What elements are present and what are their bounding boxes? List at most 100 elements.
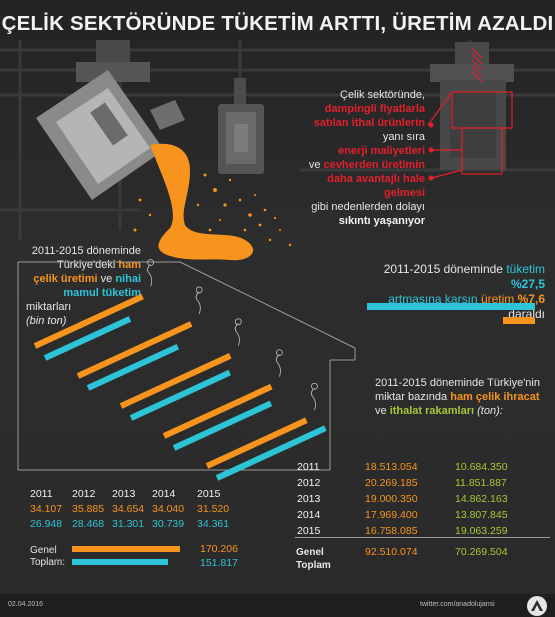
causes-text: Çelik sektöründe, dampingli fiyatlarla s… (250, 88, 425, 228)
production-bar (33, 293, 144, 349)
trade-export: 17.969.400 (365, 509, 418, 521)
trade-intro-word: ve (375, 405, 387, 417)
intro-word: ve (100, 273, 113, 285)
consumption-value: 31.301 (112, 518, 145, 530)
consumption-value: 26.948 (30, 518, 63, 530)
footer-bar (0, 594, 555, 617)
causes-word: ve (308, 159, 321, 171)
hook-wire (234, 323, 240, 346)
production-value: 34.107 (30, 503, 63, 515)
trade-import: 10.684.350 (455, 461, 508, 473)
total-consumption-bar (72, 559, 168, 565)
intro-line: miktarları (26, 301, 72, 313)
production-bar (162, 383, 273, 439)
trade-import: 14.862.163 (455, 493, 508, 505)
totals-label: Genel Toplam: (30, 545, 66, 568)
production-change-bar (503, 317, 535, 324)
causes-line: Çelik sektöründe, (340, 89, 425, 101)
consumption-bar (215, 425, 327, 481)
summary-line: artmasına karşın üretim %7,6 daraldı (355, 292, 545, 322)
trade-year: 2013 (297, 493, 321, 505)
trade-intro-word: ithalat rakamları (389, 405, 475, 417)
intro-line: mamul tüketim (63, 287, 141, 299)
total-consumption-value: 151.817 (200, 557, 238, 569)
hook-wire (195, 291, 201, 315)
trade-year: 2015 (297, 525, 321, 537)
trade-export: 16.758.085 (365, 525, 418, 537)
production-bar (76, 321, 193, 379)
summary-word: artmasına karşın (388, 292, 478, 306)
summary-word: tüketim (506, 262, 545, 276)
production-intro: 2011-2015 döneminde Türkiye'deki ham çel… (26, 244, 141, 300)
consumption-value: 34.361 (197, 518, 230, 530)
intro-line: çelik üretimi ve nihai (26, 272, 141, 286)
hook-icon (234, 318, 242, 326)
trade-import: 13.807.845 (455, 509, 508, 521)
trade-intro-line: 2011-2015 döneminde Türkiye'nin (375, 377, 540, 389)
production-value: 34.654 (112, 503, 145, 515)
causes-line: satılan ithal ürünlerin (313, 117, 425, 129)
footer-date: 02.04.2016 (8, 601, 44, 608)
hook-wire (310, 387, 316, 411)
causes-line: sıkıntı yaşanıyor (338, 215, 425, 227)
total-production-bar (72, 546, 180, 552)
trade-year: 2012 (297, 477, 321, 489)
steel-ladle-icon (36, 40, 185, 200)
trade-intro-word: ham çelik ihracat (450, 391, 540, 403)
footer-social: twitter.com/anadolujansi (420, 601, 495, 608)
consumption-change-bar (367, 303, 535, 310)
trade-total-import: 70.269.504 (455, 546, 508, 558)
consumption-bar (172, 400, 273, 451)
production-intro-unit: miktarları (bin ton) (26, 300, 71, 328)
trade-intro-line: ve ithalat rakamları (ton): (375, 404, 545, 418)
hook-icon (147, 259, 154, 266)
causes-line: ve cevherden üretimin (250, 158, 425, 172)
trade-import: 11.851.887 (455, 477, 507, 489)
year-label: 2012 (72, 488, 96, 500)
causes-line: enerji maliyetleri (338, 145, 425, 157)
summary-word: %27,5 (510, 277, 545, 291)
intro-line: (bin ton) (26, 315, 67, 327)
trade-export: 19.000.350 (365, 493, 418, 505)
intro-line: 2011-2015 döneminde (31, 245, 141, 257)
trade-total-label: Genel Toplam (296, 547, 331, 571)
trade-intro: 2011-2015 döneminde Türkiye'nin miktar b… (375, 376, 545, 418)
summary-word: üretim (480, 292, 515, 306)
hook-wire (147, 264, 153, 287)
summary-word: %7,6 (517, 292, 545, 306)
consumption-bar (86, 343, 180, 391)
production-bar (119, 352, 232, 409)
year-label: 2014 (152, 488, 176, 500)
trade-intro-line: miktar bazında ham çelik ihracat (375, 390, 545, 404)
steel-ladle-icon (218, 78, 264, 174)
production-bar (205, 417, 308, 469)
causes-word: cevherden üretimin (323, 159, 425, 171)
trade-divider (295, 537, 550, 538)
year-label: 2011 (30, 488, 53, 500)
trade-year: 2014 (297, 509, 321, 521)
production-value: 31.520 (197, 503, 230, 515)
trade-year: 2011 (297, 461, 320, 473)
consumption-bar (129, 369, 231, 421)
causes-line: yanı sıra (382, 131, 425, 143)
year-label: 2015 (197, 488, 221, 500)
chart-frame (17, 261, 356, 471)
trade-export: 18.513.054 (365, 461, 418, 473)
hook-icon (195, 286, 203, 294)
consumption-value: 28.468 (72, 518, 105, 530)
trade-intro-word: miktar bazında (375, 391, 448, 403)
year-label: 2013 (112, 488, 136, 500)
intro-word: nihai (115, 273, 141, 285)
production-value: 35.885 (72, 503, 105, 515)
causes-line: gibi nedenlerden dolayı (311, 201, 425, 213)
consumption-value: 30.739 (152, 518, 185, 530)
total-production-value: 170.206 (200, 543, 238, 555)
molten-steel-icon (133, 143, 292, 261)
causes-line: daha avantajlı hale (327, 173, 425, 185)
causes-line: gelmesi (384, 187, 425, 199)
change-summary: 2011-2015 döneminde tüketim %27,5 artmas… (355, 262, 545, 322)
